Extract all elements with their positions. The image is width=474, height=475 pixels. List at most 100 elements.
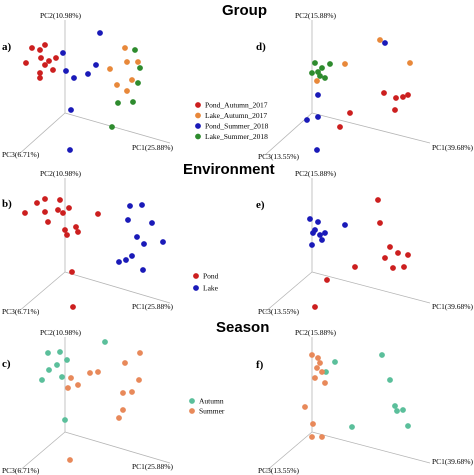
data-point (71, 75, 77, 81)
pc1-axis-label: PC1(25.88%) (132, 143, 174, 152)
pc3-axis-line (17, 431, 66, 473)
data-point (314, 147, 320, 153)
data-point (312, 375, 318, 381)
data-point (342, 222, 348, 228)
data-point (332, 359, 338, 365)
data-point (122, 360, 128, 366)
data-point (319, 65, 325, 71)
data-point (55, 207, 61, 213)
data-point (324, 277, 330, 283)
data-point (137, 350, 143, 356)
title-environment: Environment (183, 161, 275, 178)
data-point (67, 147, 73, 153)
title-season: Season (216, 319, 269, 336)
data-point (349, 424, 355, 430)
pc2-axis-label: PC2(15.88%) (295, 328, 337, 337)
data-point (29, 45, 35, 51)
data-point (317, 360, 323, 366)
pc3-axis-label: PC3(13.55%) (258, 307, 300, 316)
data-point (57, 349, 63, 355)
series-lake-summer-2018 (109, 47, 143, 130)
data-point (310, 421, 316, 427)
legend-label: Autumn (199, 397, 224, 406)
pc3-axis-label: PC3(13.55%) (258, 152, 300, 161)
data-point (401, 264, 407, 270)
data-point (314, 78, 320, 84)
data-point (73, 224, 79, 230)
legend-label: Lake (203, 284, 219, 293)
pc3-axis-line (264, 271, 313, 313)
series-summer (65, 350, 143, 463)
data-point (65, 385, 71, 391)
data-point (64, 357, 70, 363)
data-point (129, 389, 135, 395)
data-point (317, 232, 323, 238)
scatter-panel-5: e) PC2(15.88%) PC1(39.68%) PC3(13.55%) (256, 169, 474, 316)
data-point (342, 61, 348, 67)
data-point (315, 219, 321, 225)
legend-label: Pond_Summer_2018 (205, 122, 269, 131)
data-point (302, 404, 308, 410)
data-point (59, 374, 65, 380)
title-group: Group (222, 2, 267, 19)
data-point (129, 253, 135, 259)
data-point (387, 244, 393, 250)
data-point (38, 55, 44, 61)
data-point (149, 220, 155, 226)
data-point (323, 369, 329, 375)
data-point (75, 382, 81, 388)
pc3-axis-line (17, 112, 66, 156)
legend-marker (195, 123, 201, 129)
data-point (75, 229, 81, 235)
scatter-panel-4: d) PC2(15.88%) PC1(39.68%) PC3(13.55%) (256, 11, 474, 161)
series-pond-summer-2018 (60, 30, 103, 153)
series-pond (312, 197, 411, 310)
data-point (405, 252, 411, 258)
pc1-axis-label: PC1(25.88%) (132, 462, 174, 471)
legend-marker (195, 102, 201, 108)
pc2-axis-label: PC2(10.98%) (40, 11, 82, 20)
series-lake-autumn-2017 (314, 37, 413, 84)
data-point (45, 350, 51, 356)
data-point (309, 242, 315, 248)
data-point (136, 377, 142, 383)
data-point (135, 80, 141, 86)
data-point (381, 90, 387, 96)
data-point (22, 210, 28, 216)
series-pond-autumn-2017 (23, 42, 59, 81)
data-point (62, 417, 68, 423)
pc3-axis-label: PC3(6.71%) (2, 150, 40, 159)
data-point (115, 100, 121, 106)
data-point (393, 95, 399, 101)
data-point (392, 403, 398, 409)
data-point (69, 269, 75, 275)
data-point (405, 92, 411, 98)
data-point (120, 407, 126, 413)
pc1-axis-label: PC1(39.68%) (432, 143, 474, 152)
data-point (377, 220, 383, 226)
data-point (337, 124, 343, 130)
series-autumn (323, 352, 411, 430)
data-point (42, 62, 48, 68)
pc1-axis-line (64, 271, 171, 304)
data-point (322, 230, 328, 236)
series-pond (22, 196, 101, 310)
pc2-axis-label: PC2(10.98%) (40, 169, 82, 178)
data-point (93, 62, 99, 68)
legend-label: Pond_Autumn_2017 (205, 101, 268, 110)
series-pond-summer-2018 (304, 40, 388, 153)
data-point (120, 390, 126, 396)
data-point (312, 304, 318, 310)
data-point (312, 60, 318, 66)
data-point (314, 365, 320, 371)
data-point (37, 70, 43, 76)
data-point (42, 196, 48, 202)
data-point (407, 60, 413, 66)
legend-marker (189, 398, 195, 404)
data-point (50, 67, 56, 73)
series-lake-summer-2018 (309, 60, 333, 81)
data-point (68, 107, 74, 113)
data-point (140, 267, 146, 273)
